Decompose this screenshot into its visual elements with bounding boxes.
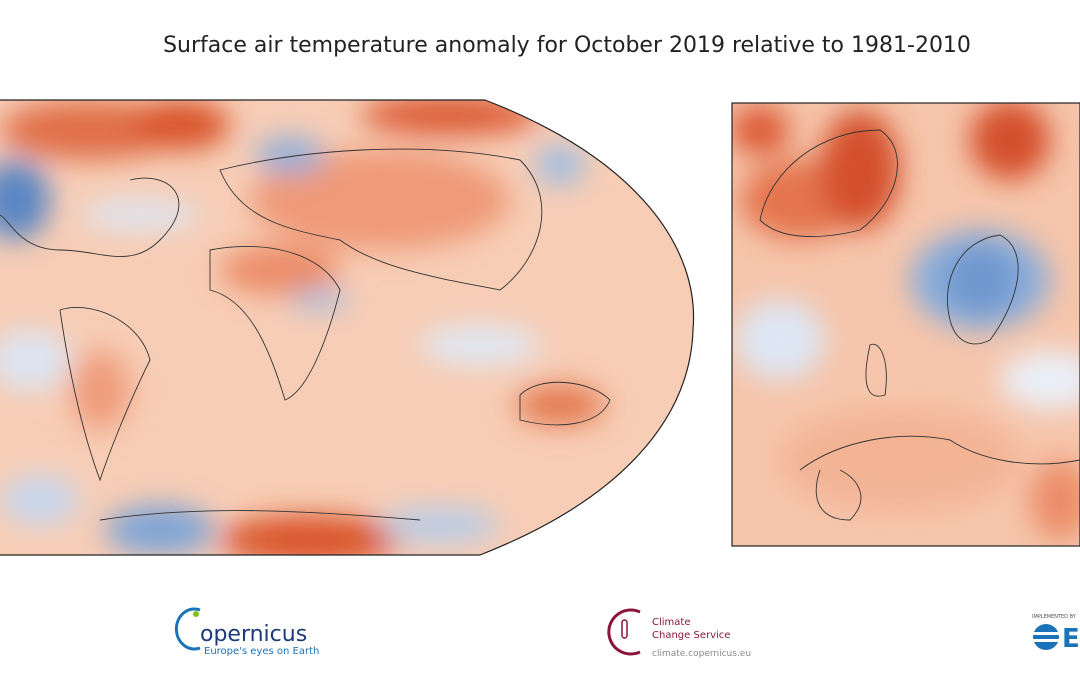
title: Surface air temperature anomaly for Octo…: [163, 33, 971, 58]
logo-text: Change Service: [652, 630, 730, 641]
logo-text: Climate: [652, 617, 690, 628]
coastlines: [0, 148, 611, 521]
logo-url: climate.copernicus.eu: [652, 649, 751, 659]
europe-frame: [731, 102, 1080, 547]
logo-tagline: Europe's eyes on Earth: [204, 646, 319, 657]
globe-frame: [0, 99, 695, 556]
logo-caption: IMPLEMENTED BY: [1032, 614, 1077, 620]
copernicus-logo: opernicus Europe's eyes on Earth: [174, 607, 319, 657]
logo-mark: [1033, 624, 1059, 650]
logo-mark: [174, 607, 201, 651]
logo-stripe: [1030, 632, 1060, 635]
logo-text: opernicus: [200, 622, 307, 647]
global-map: [0, 100, 694, 555]
coastlines: [759, 129, 1080, 521]
logo-mark: [607, 608, 641, 656]
c3s-logo: Climate Change Service climate.copernicu…: [607, 608, 751, 659]
logo-text: E: [1062, 624, 1080, 654]
thermometer: [621, 619, 628, 639]
ecmwf-logo: IMPLEMENTED BY E: [1030, 614, 1080, 654]
logo-dot: [193, 611, 199, 617]
europe-map: [732, 103, 1080, 546]
logo-stripe: [1030, 639, 1060, 642]
